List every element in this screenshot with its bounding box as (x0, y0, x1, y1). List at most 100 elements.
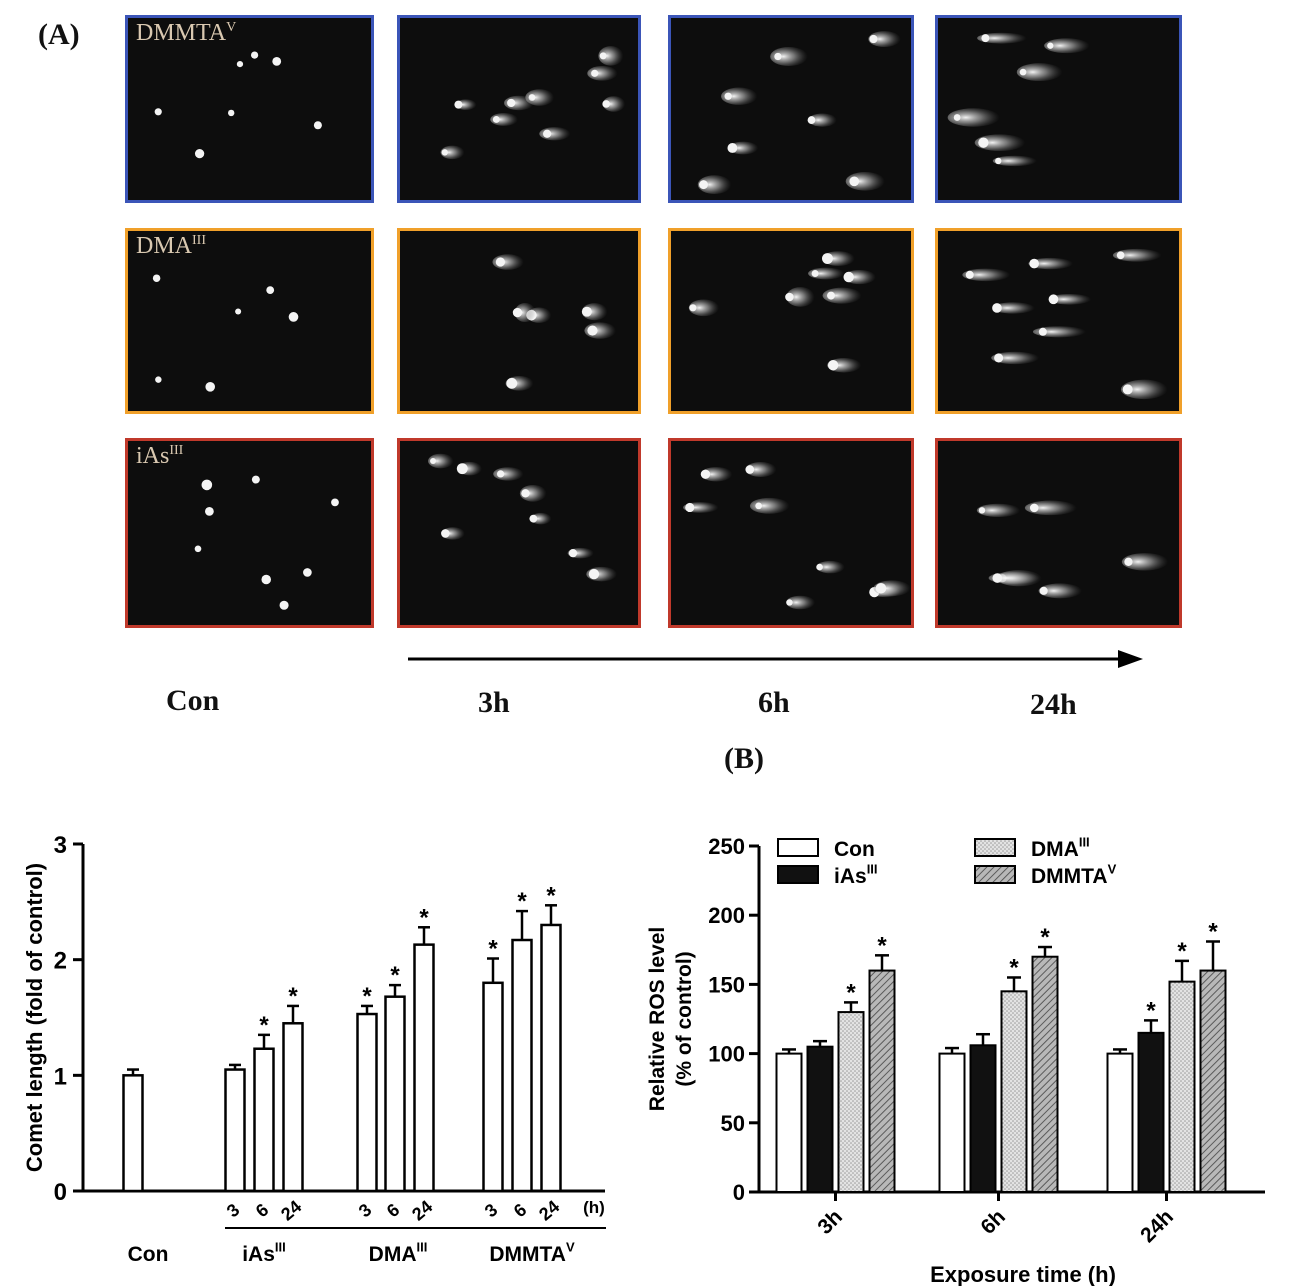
group-label: Con (128, 1243, 169, 1266)
bar (413, 943, 435, 1193)
y-tick-label: 0 (733, 1180, 745, 1205)
x-tick-label: 6h (976, 1205, 1010, 1239)
bar (837, 1011, 865, 1193)
micrograph-dma-3h (397, 228, 641, 414)
column-label-24h: 24h (1030, 688, 1077, 721)
significance-star: * (546, 882, 556, 909)
bar (938, 1052, 966, 1193)
bar (511, 938, 533, 1193)
significance-star: * (259, 1012, 269, 1039)
ros-level-chart: 0 50 100 150 200 250 Relative ROS level (% of c… (646, 834, 1265, 1286)
bar (1106, 1052, 1134, 1193)
y-tick-label: 250 (708, 834, 745, 859)
micrograph-ias-con: iAsIII (125, 438, 374, 628)
y-tick-label: 200 (708, 903, 745, 928)
bar (253, 1047, 275, 1193)
micrograph-dmmta-3h (397, 15, 641, 203)
column-label-con: Con (166, 684, 220, 717)
bar (282, 1022, 304, 1193)
legend-entry: DMAIII (1031, 835, 1090, 861)
panel-a-label: (A) (38, 18, 80, 51)
bar (1000, 990, 1028, 1193)
x-tick-label: 6 (383, 1200, 404, 1222)
legend-entry: DMMTAV (1031, 862, 1117, 888)
legend-swatch (974, 838, 1016, 857)
y-tick-label: 2 (54, 948, 67, 975)
x-tick-label: 24 (277, 1196, 305, 1224)
legend-swatch (777, 865, 819, 884)
bar (224, 1068, 246, 1193)
x-axis-label: Exposure time (h) (930, 1262, 1116, 1286)
comet-cells (428, 453, 617, 582)
bar (1168, 980, 1196, 1193)
micrograph-ias-3h (397, 438, 641, 628)
bar (1199, 969, 1227, 1193)
comet-cells (152, 274, 299, 392)
x-tick-label: 24 (535, 1196, 563, 1224)
significance-star: * (517, 888, 527, 915)
y-tick-label: 150 (708, 972, 745, 997)
bar (775, 1052, 803, 1193)
x-tick-label: 3 (223, 1200, 244, 1222)
comet-cells (688, 251, 876, 373)
row-tag-dma: DMAIII (136, 233, 207, 259)
x-tick-label: 3h (813, 1205, 847, 1239)
comet-cells (976, 500, 1169, 599)
bar (384, 995, 406, 1193)
group-label: DMAIII (369, 1240, 428, 1266)
significance-star: * (488, 936, 498, 963)
x-unit-label: (h) (583, 1198, 605, 1217)
comet-cells (697, 31, 901, 194)
micrograph-dmmta-24h (935, 15, 1182, 203)
micrograph-dma-6h (668, 228, 914, 414)
significance-star: * (1040, 924, 1050, 951)
comet-cells (683, 462, 911, 610)
comet-length-chart: 0 1 2 3 Comet length (fold of control) 3 * 6 * 24… (22, 832, 606, 1266)
y-tick-label: 1 (54, 1063, 67, 1090)
significance-star: * (419, 904, 429, 931)
bar (969, 1044, 997, 1193)
row-tag-dmmta: DMMTAV (136, 20, 237, 46)
legend-entry: iAsIII (834, 862, 878, 888)
x-tick-label: 3 (355, 1200, 376, 1222)
significance-star: * (362, 983, 372, 1010)
comet-cells (962, 248, 1168, 400)
legend-entry: Con (834, 838, 875, 861)
legend-swatch (974, 865, 1016, 884)
significance-star: * (1208, 918, 1218, 945)
x-tick-label: 6 (510, 1200, 531, 1222)
y-axis-label: Comet length (fold of control) (22, 863, 47, 1172)
comet-cells (194, 475, 339, 610)
comet-cells (440, 46, 626, 160)
y-tick-label: 50 (721, 1111, 745, 1136)
micrograph-dmmta-6h (668, 15, 914, 203)
significance-star: * (846, 979, 856, 1006)
y-tick-label: 100 (708, 1042, 745, 1067)
y-axis-label: Relative ROS level (% of control) (646, 927, 696, 1111)
significance-star: * (288, 983, 298, 1010)
x-tick-label: 24 (408, 1196, 436, 1224)
bar (122, 1074, 144, 1193)
bar (1137, 1031, 1165, 1193)
bar (540, 923, 562, 1193)
column-label-6h: 6h (758, 686, 790, 719)
x-tick-label: 24h (1136, 1205, 1178, 1247)
comet-cells (154, 51, 322, 159)
significance-star: * (1146, 997, 1156, 1024)
group-label: DMMTAV (489, 1240, 575, 1266)
bar (356, 1012, 378, 1193)
x-tick-label: 6 (252, 1200, 273, 1222)
micrograph-ias-6h (668, 438, 914, 628)
bar (806, 1045, 834, 1193)
significance-star: * (1009, 954, 1019, 981)
comet-cells (947, 32, 1090, 167)
micrograph-dmmta-con: DMMTAV (125, 15, 374, 203)
legend-swatch (777, 838, 819, 857)
group-label: iAsIII (242, 1240, 286, 1266)
micrograph-dma-con: DMAIII (125, 228, 374, 414)
bar (1031, 955, 1059, 1193)
significance-star: * (877, 932, 887, 959)
y-tick-label: 3 (54, 832, 67, 859)
micrograph-dma-24h (935, 228, 1182, 414)
bar (868, 969, 896, 1193)
